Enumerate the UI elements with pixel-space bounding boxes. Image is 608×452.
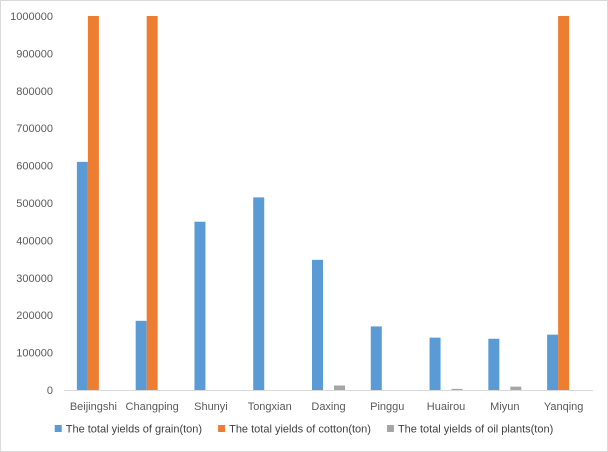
legend-label: The total yields of oil plants(ton)	[398, 424, 553, 436]
bar	[547, 334, 559, 390]
y-tick-label: 1000000	[10, 11, 53, 23]
y-tick-label: 100000	[16, 348, 53, 360]
legend-label: The total yields of cotton(ton)	[229, 424, 371, 436]
bar	[429, 337, 441, 390]
bar	[451, 388, 463, 390]
x-tick-label: Beijingshi	[70, 401, 117, 413]
bar	[253, 197, 265, 390]
legend-swatch	[54, 425, 62, 432]
x-tick-label: Pinggu	[370, 401, 404, 413]
y-axis: 0 100000 200000 300000 400000 500000 600000 700…	[10, 11, 53, 397]
x-axis: Beijingshi Changping Shunyi Tongxian Daxing P…	[64, 390, 593, 413]
y-tick-label: 700000	[16, 123, 53, 135]
bar	[135, 320, 147, 390]
bars	[76, 16, 570, 390]
bar	[370, 326, 382, 390]
bar	[87, 16, 99, 390]
legend-swatch	[386, 425, 394, 432]
y-tick-label: 200000	[16, 310, 53, 322]
y-tick-label: 800000	[16, 86, 53, 98]
x-tick-label: Shunyi	[194, 401, 228, 413]
y-tick-label: 300000	[16, 273, 53, 285]
y-tick-label: 400000	[16, 235, 53, 247]
bar	[510, 386, 522, 390]
x-tick-label: Huairou	[427, 401, 466, 413]
y-tick-label: 0	[47, 385, 53, 397]
legend-swatch	[218, 425, 226, 432]
x-tick-label: Changping	[126, 401, 179, 413]
y-tick-label: 600000	[16, 161, 53, 173]
legend: The total yields of grain(ton) The total …	[54, 424, 553, 436]
bar	[146, 16, 158, 390]
x-tick-label: Miyun	[490, 401, 519, 413]
bar	[488, 338, 500, 390]
y-tick-label: 500000	[16, 198, 53, 210]
bar	[558, 16, 570, 390]
x-tick-label: Tongxian	[248, 401, 292, 413]
x-tick-label: Daxing	[311, 401, 345, 413]
bar	[312, 259, 323, 390]
bar	[334, 385, 345, 390]
bar	[76, 161, 88, 390]
y-tick-label: 900000	[16, 48, 53, 60]
legend-label: The total yields of grain(ton)	[66, 424, 202, 436]
x-tick-label: Yanqing	[544, 401, 584, 413]
bar	[194, 221, 206, 390]
